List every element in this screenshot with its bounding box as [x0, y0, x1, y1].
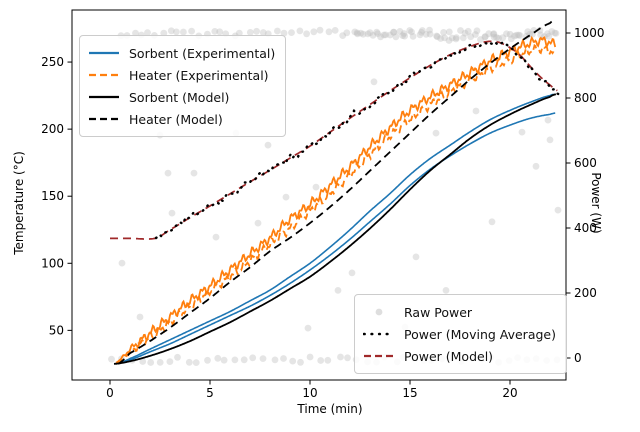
svg-text:200: 200: [41, 122, 64, 136]
svg-text:250: 250: [41, 55, 64, 69]
legend-temperature-dashed-sample-icon: [88, 114, 120, 124]
legend-temperature-dashed-sample-icon: [88, 70, 120, 80]
svg-text:20: 20: [502, 386, 517, 400]
legend-temperature-item: Heater (Experimental): [88, 64, 275, 86]
legend-temperature-item: Sorbent (Experimental): [88, 42, 275, 64]
x-axis-label: Time (min): [297, 402, 363, 416]
svg-text:100: 100: [41, 256, 64, 270]
legend-temperature-solid-sample-icon: [88, 92, 120, 102]
legend-power-item: Raw Power: [363, 301, 556, 323]
legend-power-marker-sample-icon: [363, 307, 395, 317]
svg-text:1000: 1000: [574, 26, 605, 40]
svg-text:200: 200: [574, 286, 597, 300]
legend-temperature-label: Sorbent (Model): [129, 89, 230, 105]
legend-power-dotted-sample-icon: [363, 329, 395, 339]
legend-temperature-item: Heater (Model): [88, 108, 275, 130]
svg-text:150: 150: [41, 189, 64, 203]
svg-text:15: 15: [402, 386, 417, 400]
legend-temperature-item: Sorbent (Model): [88, 86, 275, 108]
legend-power: Raw Power Power (Moving Average) Power (Mo…: [354, 294, 567, 374]
legend-power-dashed-sample-icon: [363, 351, 395, 361]
legend-power-label: Raw Power: [404, 304, 473, 320]
y-axis-label-right: Power (W): [589, 172, 603, 234]
legend-power-item: Power (Model): [363, 345, 556, 367]
y-axis-label-left: Temperature (°C): [12, 151, 26, 255]
legend-temperature-label: Sorbent (Experimental): [129, 45, 276, 61]
svg-text:5: 5: [206, 386, 214, 400]
legend-temperature-label: Heater (Model): [129, 111, 223, 127]
legend-power-item: Power (Moving Average): [363, 323, 556, 345]
legend-temperature-label: Heater (Experimental): [129, 67, 269, 83]
svg-text:10: 10: [302, 386, 317, 400]
svg-text:0: 0: [106, 386, 114, 400]
legend-temperature: Sorbent (Experimental) Heater (Experiment…: [79, 35, 287, 137]
svg-text:400: 400: [574, 221, 597, 235]
svg-text:800: 800: [574, 91, 597, 105]
svg-text:600: 600: [574, 156, 597, 170]
legend-power-label: Power (Model): [404, 348, 494, 364]
legend-power-label: Power (Moving Average): [404, 326, 556, 342]
svg-text:0: 0: [574, 351, 582, 365]
legend-temperature-solid-sample-icon: [88, 48, 120, 58]
svg-text:50: 50: [49, 323, 64, 337]
